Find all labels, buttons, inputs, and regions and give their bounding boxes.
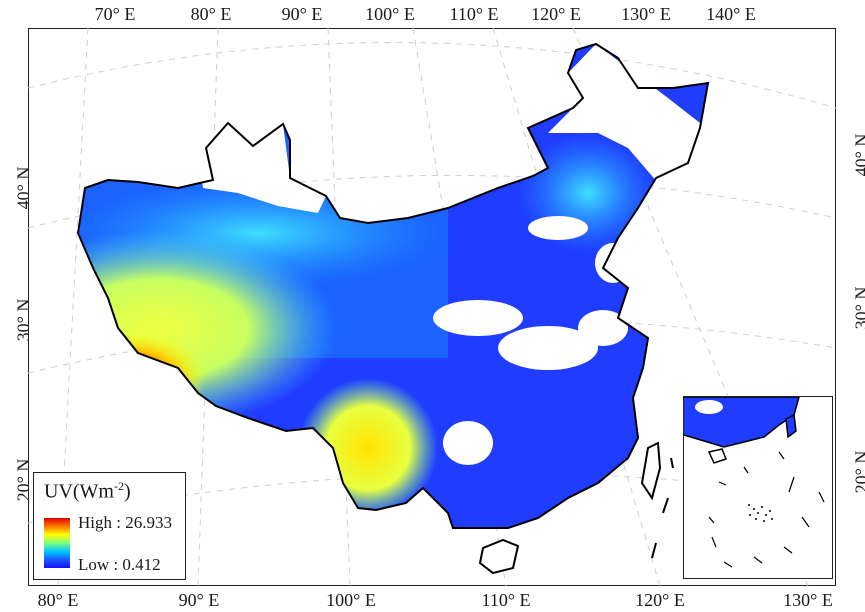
legend-color-ramp [44, 518, 70, 568]
bottom-tick-90e: 90° E [178, 590, 220, 610]
china-boundary [76, 42, 710, 529]
bottom-tick-110e: 110° E [481, 590, 531, 610]
top-tick-120e: 120° E [531, 4, 581, 24]
bottom-tick-80e: 80° E [37, 590, 79, 610]
bottom-tick-130e: 130° E [783, 590, 833, 610]
south-china-sea-inset [683, 396, 833, 579]
island-marks [651, 457, 674, 559]
top-tick-140e: 140° E [706, 4, 756, 24]
top-tick-110e: 110° E [449, 4, 499, 24]
top-tick-90e: 90° E [281, 4, 323, 24]
uv-legend: UV(Wm-2) High : 26.933 Low : 0.412 [33, 472, 186, 580]
taiwan-island [640, 441, 662, 501]
uv-raster-map [28, 28, 836, 586]
bottom-tick-120e: 120° E [635, 590, 685, 610]
right-tick-20n: 20° N [851, 451, 865, 494]
legend-high-label: High : 26.933 [78, 513, 172, 532]
top-tick-100e: 100° E [365, 4, 415, 24]
legend-low-label: Low : 0.412 [78, 555, 161, 574]
right-tick-40n: 40° N [851, 134, 865, 177]
top-tick-70e: 70° E [94, 4, 136, 24]
bottom-tick-100e: 100° E [326, 590, 376, 610]
top-tick-80e: 80° E [190, 4, 232, 24]
legend-title: UV(Wm-2) [44, 479, 131, 503]
top-tick-130e: 130° E [621, 4, 671, 24]
hainan-island [478, 538, 520, 575]
inset-map [684, 397, 825, 568]
right-tick-30n: 30° N [851, 287, 865, 330]
